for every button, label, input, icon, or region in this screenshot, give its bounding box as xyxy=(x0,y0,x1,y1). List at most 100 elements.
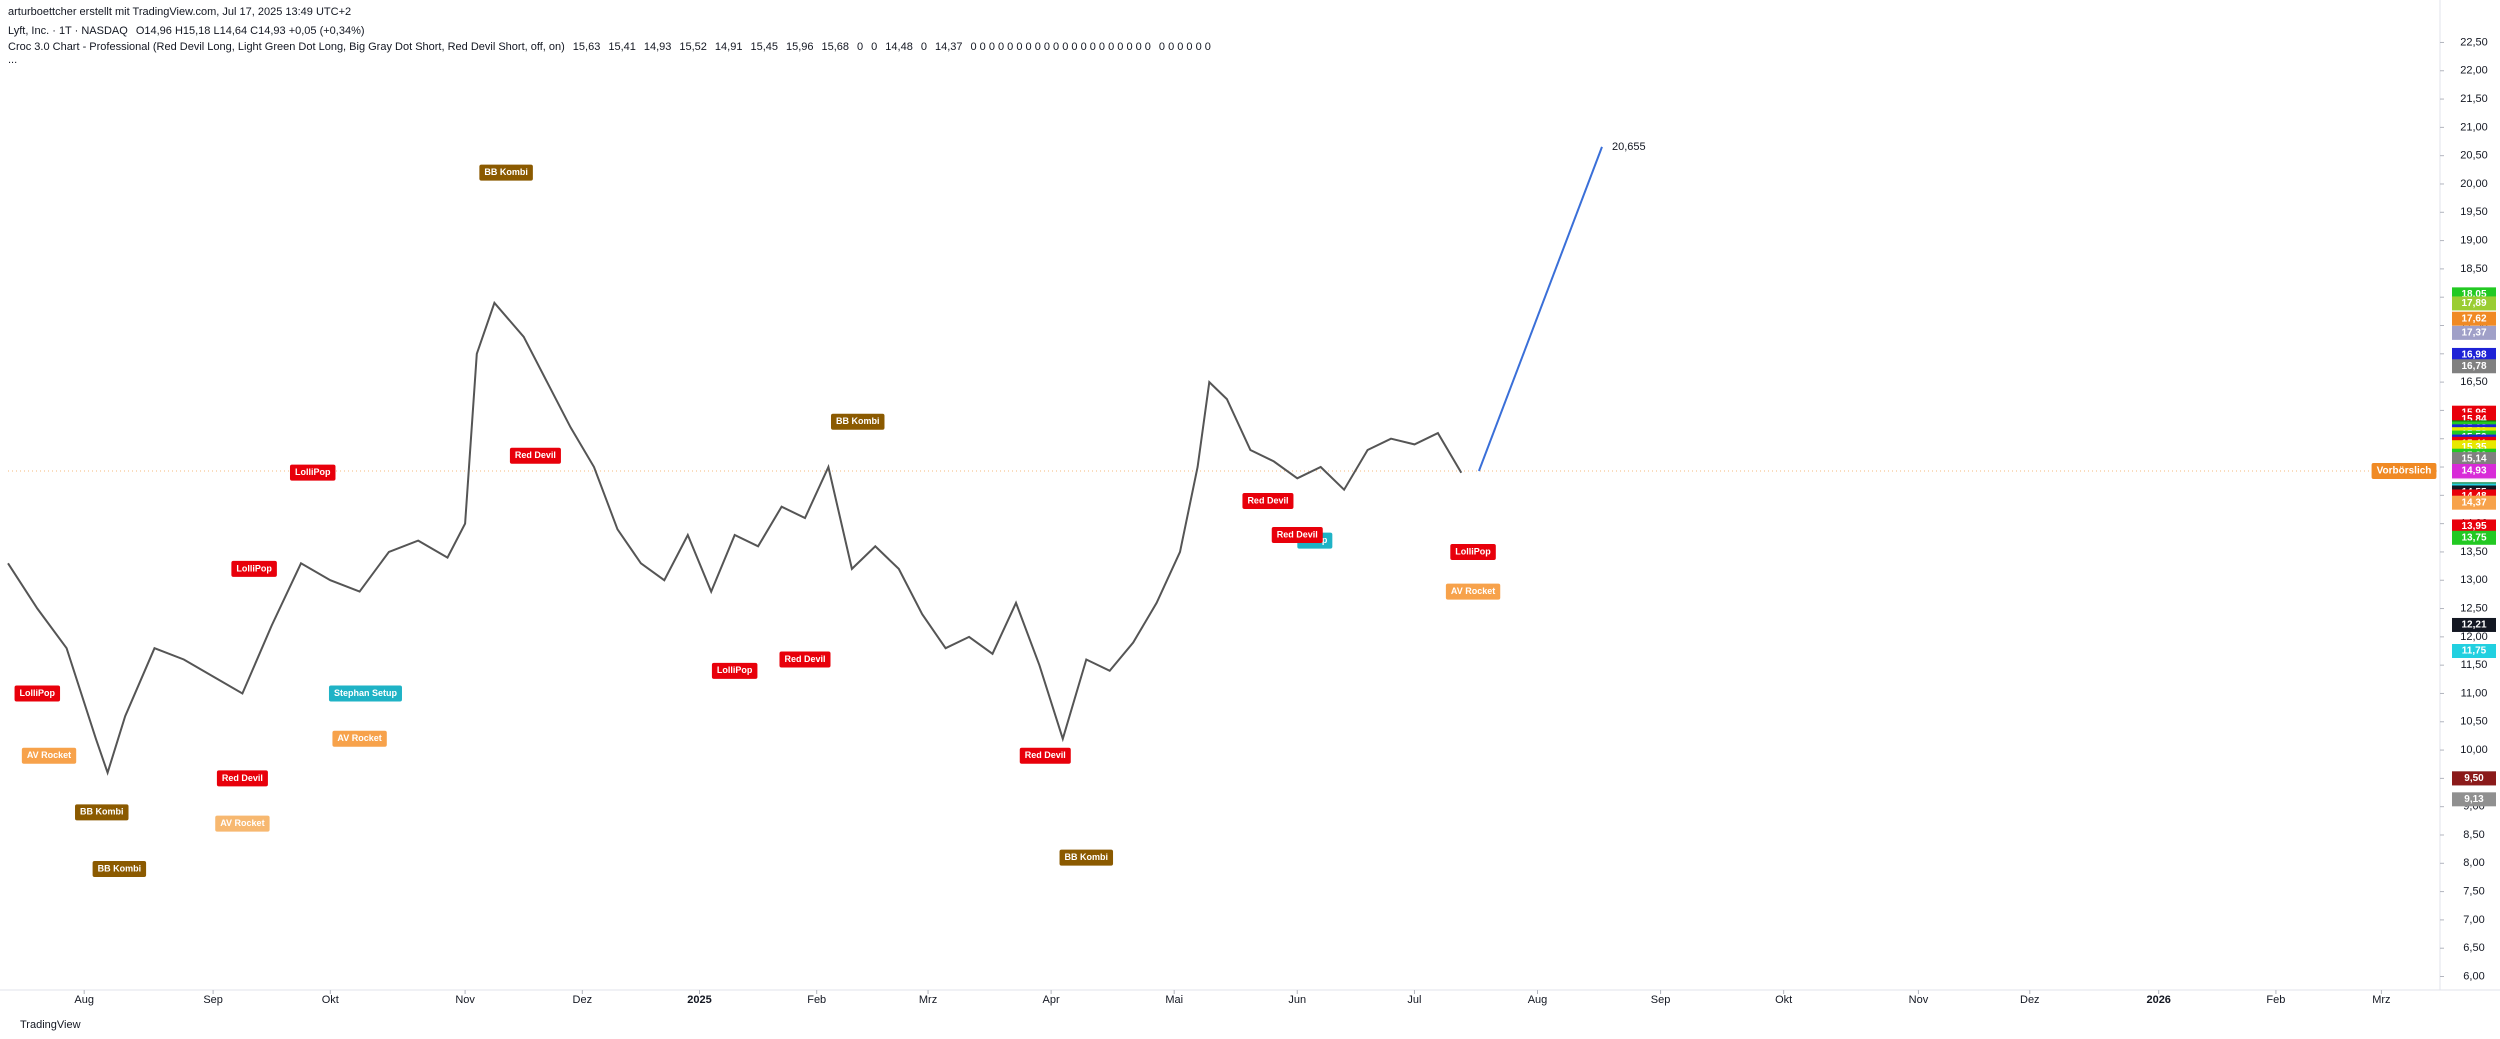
y-tick-label: 12,00 xyxy=(2460,631,2488,643)
y-tick-label: 16,50 xyxy=(2460,376,2488,388)
price-line xyxy=(7,300,1463,776)
y-tick-label: 18,50 xyxy=(2460,263,2488,275)
x-tick-label: Nov xyxy=(455,994,475,1006)
indicator-value: 15,41 xyxy=(608,41,636,53)
x-tick-label: Feb xyxy=(2266,994,2285,1006)
signal-text: Red Devil xyxy=(1247,495,1288,505)
signal-box xyxy=(328,685,402,702)
indicator-value: 15,63 xyxy=(573,41,601,53)
indicator-name: Croc 3.0 Chart - Professional (Red Devil… xyxy=(8,41,565,53)
signal-label: Red Devil xyxy=(509,447,561,464)
y-tick-label: 11,50 xyxy=(2461,659,2488,671)
y-tick-label: 19,50 xyxy=(2460,206,2488,218)
price-tag xyxy=(2452,530,2496,545)
y-tick-label: 21,00 xyxy=(2460,121,2488,133)
x-tick-label: Okt xyxy=(322,994,339,1006)
y-tick-label: 7,00 xyxy=(2463,914,2484,926)
indicator-value: 14,37 xyxy=(935,41,963,53)
x-tick-label: Jun xyxy=(1288,994,1306,1006)
signal-box xyxy=(830,413,885,430)
signal-box xyxy=(75,804,129,821)
trendline-label: 20,655 xyxy=(1612,141,1646,153)
signal-label: Red Devil xyxy=(216,770,268,787)
price-tag-label: 12,21 xyxy=(2461,620,2486,631)
signal-box xyxy=(711,662,758,679)
price-tag-label: 11,75 xyxy=(2462,646,2487,657)
signal-text: LolliPop xyxy=(236,563,272,573)
x-tick-label: Okt xyxy=(1775,994,1792,1006)
y-tick-label: 19,00 xyxy=(2460,234,2488,246)
y-tick-label: 21,50 xyxy=(2460,93,2488,105)
y-tick-label: 7,50 xyxy=(2463,886,2484,898)
signal-box xyxy=(1271,526,1323,543)
indicator-value: 0 0 0 0 0 0 xyxy=(1159,41,1211,53)
indicator-value: 15,68 xyxy=(822,41,850,53)
y-tick-label: 22,00 xyxy=(2460,65,2488,77)
y-tick-label: 10,50 xyxy=(2460,716,2488,728)
indicator-value: 14,91 xyxy=(715,41,743,53)
signal-box xyxy=(779,651,831,668)
price-tag-label: 15,14 xyxy=(2461,454,2486,465)
signal-label: BB Kombi xyxy=(75,804,129,821)
signal-text: Red Devil xyxy=(1025,750,1066,760)
x-tick-label: Mai xyxy=(1165,994,1183,1006)
signal-text: BB Kombi xyxy=(80,807,124,817)
y-tick-label: 10,00 xyxy=(2460,744,2488,756)
y-tick-label: 11,00 xyxy=(2461,687,2488,699)
x-tick-label: 2025 xyxy=(687,994,711,1006)
indicator-value: 0 0 0 0 0 0 0 0 0 0 0 0 0 0 0 0 0 0 0 0 xyxy=(970,41,1150,53)
price-tag xyxy=(2452,325,2496,340)
signal-text: LolliPop xyxy=(20,688,56,698)
signal-label: LolliPop xyxy=(14,685,61,702)
price-tag xyxy=(2452,452,2496,467)
signal-text: Red Devil xyxy=(1277,529,1318,539)
signal-label: LolliPop xyxy=(289,464,336,481)
price-tag xyxy=(2452,296,2496,311)
x-tick-label: Jul xyxy=(1407,994,1421,1006)
signal-label: LolliPop xyxy=(711,662,758,679)
signal-label: BB Kombi xyxy=(1059,849,1114,866)
y-tick-label: 13,50 xyxy=(2460,546,2488,558)
price-tag xyxy=(2452,495,2496,510)
x-tick-label: Aug xyxy=(74,994,94,1006)
y-tick-label: 22,50 xyxy=(2460,36,2488,48)
price-tag-label: 17,37 xyxy=(2461,328,2486,339)
signal-text: AV Rocket xyxy=(220,818,264,828)
signal-text: LolliPop xyxy=(295,467,331,477)
signal-box xyxy=(14,685,61,702)
y-tick-label: 20,00 xyxy=(2460,178,2488,190)
signal-label: AV Rocket xyxy=(1445,583,1501,600)
y-tick-label: 13,00 xyxy=(2460,574,2488,586)
signal-text: BB Kombi xyxy=(98,863,142,873)
signal-text: Red Devil xyxy=(515,450,556,460)
x-tick-label: Mrz xyxy=(2372,994,2390,1006)
price-tag xyxy=(2452,792,2496,807)
premarket-label: Vorbörslich xyxy=(2377,466,2432,477)
signal-label: LolliPop xyxy=(231,560,277,577)
signal-label: BB Kombi xyxy=(92,860,147,877)
price-tag-label: 9,50 xyxy=(2464,773,2484,784)
x-tick-label: Mrz xyxy=(919,994,937,1006)
x-tick-label: Sep xyxy=(1651,994,1671,1006)
y-tick-label: 12,50 xyxy=(2460,602,2488,614)
x-tick-label: Apr xyxy=(1043,994,1060,1006)
signal-box xyxy=(92,860,147,877)
price-tag-label: 17,89 xyxy=(2461,298,2486,309)
signal-box xyxy=(1059,849,1114,866)
more: ... xyxy=(8,54,17,66)
signal-text: AV Rocket xyxy=(337,733,381,743)
signal-box xyxy=(289,464,336,481)
price-tag-label: 14,37 xyxy=(2461,497,2486,508)
price-tag-label: 14,93 xyxy=(2461,466,2486,477)
signal-label: BB Kombi xyxy=(479,164,533,181)
indicator-value: 15,45 xyxy=(750,41,778,53)
x-tick-label: 2026 xyxy=(2146,994,2170,1006)
signal-label: AV Rocket xyxy=(332,730,387,747)
signal-text: Red Devil xyxy=(784,654,825,664)
signal-text: LolliPop xyxy=(717,665,753,675)
y-tick-label: 6,00 xyxy=(2463,970,2484,982)
signal-text: AV Rocket xyxy=(1451,586,1495,596)
price-tag xyxy=(2452,359,2496,374)
y-tick-label: 20,50 xyxy=(2460,150,2488,162)
